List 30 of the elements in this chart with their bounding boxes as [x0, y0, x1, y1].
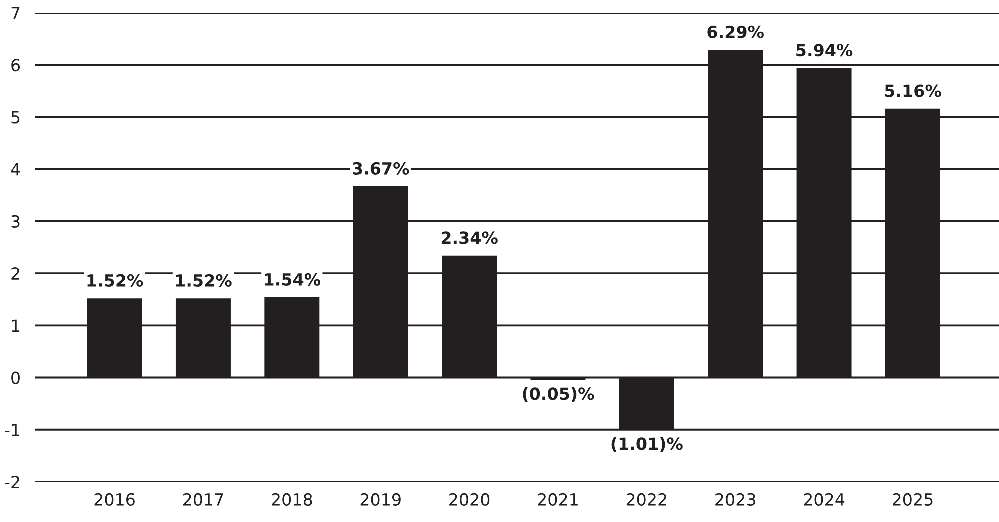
x-tick-label: 2018: [272, 493, 312, 506]
data-label: 3.67%: [353, 162, 410, 175]
x-tick-label: 2022: [626, 493, 666, 506]
x-tick-label: 2023: [716, 493, 756, 506]
y-tick-label: -1: [5, 424, 20, 436]
x-tick-label: 2025: [892, 493, 933, 506]
data-label: (1.01)%: [612, 437, 683, 452]
data-label: 1.52%: [88, 274, 144, 288]
x-tick-label: 2020: [450, 493, 490, 506]
data-label: 1.54%: [265, 273, 321, 286]
y-tick-label: 5: [12, 111, 20, 124]
data-label: 5.94%: [796, 44, 853, 57]
x-tick-label: 2016: [94, 493, 135, 506]
x-tick-label: 2019: [360, 493, 401, 506]
y-tick-label: 7: [12, 7, 20, 20]
y-tick-label: 2: [12, 268, 20, 280]
y-tick-label: 4: [11, 164, 20, 176]
x-tick-label: 2017: [183, 493, 224, 506]
x-tick-label: 2021: [538, 493, 578, 506]
y-tick-label: 6: [12, 59, 20, 72]
data-label: 5.16%: [885, 84, 942, 98]
y-tick-label: -2: [5, 476, 20, 488]
y-tick-label: 0: [12, 372, 20, 384]
data-label: (0.05)%: [523, 387, 594, 402]
y-tick-label: 3: [12, 215, 20, 228]
y-tick-label: 1: [12, 320, 20, 332]
data-label: 6.29%: [708, 26, 764, 38]
data-label: 1.52%: [176, 274, 232, 288]
data-label: 2.34%: [442, 232, 498, 244]
x-tick-label: 2024: [804, 493, 845, 506]
